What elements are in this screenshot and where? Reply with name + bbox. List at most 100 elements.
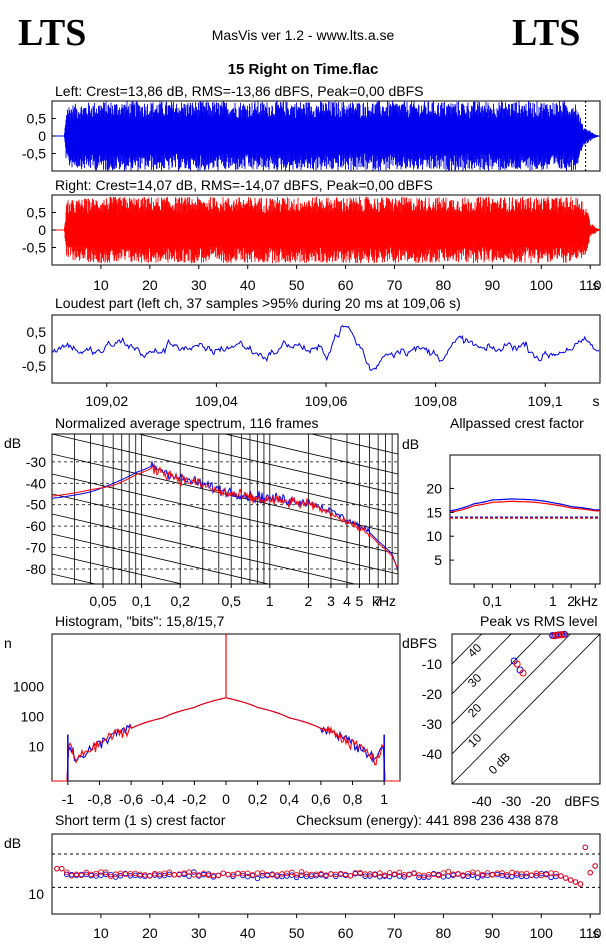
x-tick-label: 70 (387, 277, 403, 293)
crest-point (98, 869, 104, 875)
crest-point (200, 870, 207, 877)
x-tick-label: -1 (62, 791, 75, 807)
allpass-series (449, 498, 600, 512)
x-tick-label: 109,08 (414, 393, 457, 409)
plot-area: 0,50-0,50,50-0,510 20 30 40 50 60 70 80 90 100 110… (4, 100, 602, 941)
x-tick-label: 0,1 (132, 593, 152, 609)
x-tick-label: 10 (93, 925, 109, 941)
crest-point (455, 870, 461, 877)
x-tick-label: 80 (436, 277, 452, 293)
crest-point (196, 872, 202, 878)
crest-point (284, 870, 290, 876)
crest-point (577, 881, 584, 887)
crest-point (523, 873, 530, 880)
spectrum-slope-line (52, 473, 398, 555)
spectrum-slope-line (52, 533, 271, 584)
x-unit-label: s (593, 277, 600, 293)
x-tick-label: -30 (501, 793, 521, 809)
crest-point (445, 873, 452, 879)
crest-point (298, 869, 305, 875)
x-tick-label: 50 (289, 277, 305, 293)
crest-point (220, 870, 226, 876)
crest-point (558, 873, 564, 879)
x-tick-label: 0,2 (170, 593, 190, 609)
y-tick-label: 0 (38, 222, 46, 238)
crest-point (372, 872, 378, 878)
crest-point (98, 872, 104, 879)
crest-point (553, 870, 559, 877)
crest-point (249, 872, 256, 878)
x-tick-label: 60 (338, 925, 354, 941)
x-tick-label: 3 (327, 593, 335, 609)
x-tick-label: 50 (289, 925, 305, 941)
crest-point (543, 871, 549, 878)
x-tick-label: -0,6 (119, 791, 143, 807)
crest-diagonal (452, 634, 483, 665)
x-tick-label: -0,4 (151, 791, 175, 807)
crest-point (567, 877, 574, 883)
crest-point (430, 871, 437, 878)
crest-point (509, 874, 515, 880)
y-tick-label: 10 (28, 886, 44, 902)
y-tick-label: 15 (426, 504, 442, 520)
x-tick-label: 110 (579, 925, 602, 941)
spectrum-slope-line (52, 493, 398, 575)
x-tick-label: -40 (471, 793, 491, 809)
x-tick-label: 40 (240, 925, 256, 941)
crest-point (533, 870, 540, 877)
spectrum-slope-line (309, 434, 398, 455)
y-tick-label: -50 (26, 497, 46, 513)
crest-point (59, 865, 65, 872)
crest-point (460, 872, 466, 878)
x-tick-label: -20 (531, 793, 551, 809)
peak-rms-point (513, 660, 521, 668)
x-unit-label: s (593, 393, 600, 409)
y-tick-label: -0,5 (22, 358, 46, 374)
x-tick-label: 20 (142, 277, 158, 293)
crest-point (440, 870, 447, 876)
spectrum-slope-line (52, 434, 398, 515)
crest-point (186, 869, 192, 875)
y-axis-label: dB (4, 835, 21, 851)
spectrum-slope-line (52, 694, 398, 774)
crest-point (259, 870, 266, 876)
crest-point (235, 870, 241, 877)
crest-point (563, 875, 569, 881)
x-tick-label: 110 (579, 277, 602, 293)
crest-point (166, 869, 173, 875)
spectrum-slope-line (52, 453, 398, 535)
spectrum-slope-line (52, 254, 398, 334)
crest-point (78, 872, 85, 879)
crest-point (406, 871, 412, 878)
x-tick-label: 30 (191, 277, 207, 293)
y-tick-label: 5 (434, 552, 442, 568)
crest-point (523, 870, 530, 877)
x-tick-label: 0,2 (248, 791, 268, 807)
spectrum-slope-line (52, 634, 398, 714)
crest-point (73, 871, 80, 878)
x-tick-label: 0 (222, 791, 230, 807)
crest-point (274, 872, 280, 878)
crest-point (254, 875, 261, 882)
crest-point (381, 872, 388, 878)
spectrum-frame (51, 433, 399, 585)
y-axis-label: n (4, 635, 12, 651)
y-tick-label: -70 (26, 540, 46, 556)
crest-point (132, 870, 138, 877)
x-tick-label: 0,8 (343, 791, 363, 807)
spectrum-slope-line (52, 553, 184, 584)
x-tick-label: 1 (380, 791, 388, 807)
crest-point (186, 873, 192, 879)
spectrum-series (52, 461, 398, 572)
x-unit-label: s (593, 925, 600, 941)
crest-point (572, 879, 579, 885)
crest-point (161, 870, 168, 877)
crest-point (509, 869, 515, 876)
short-crest-title: Short term (1 s) crest factor (55, 812, 226, 828)
y-tick-label: 0,5 (27, 205, 47, 221)
crest-point (347, 873, 354, 879)
crest-point (230, 873, 236, 879)
crest-diagonal (452, 634, 542, 725)
spectrum-title: Normalized average spectrum, 116 frames (55, 415, 319, 431)
